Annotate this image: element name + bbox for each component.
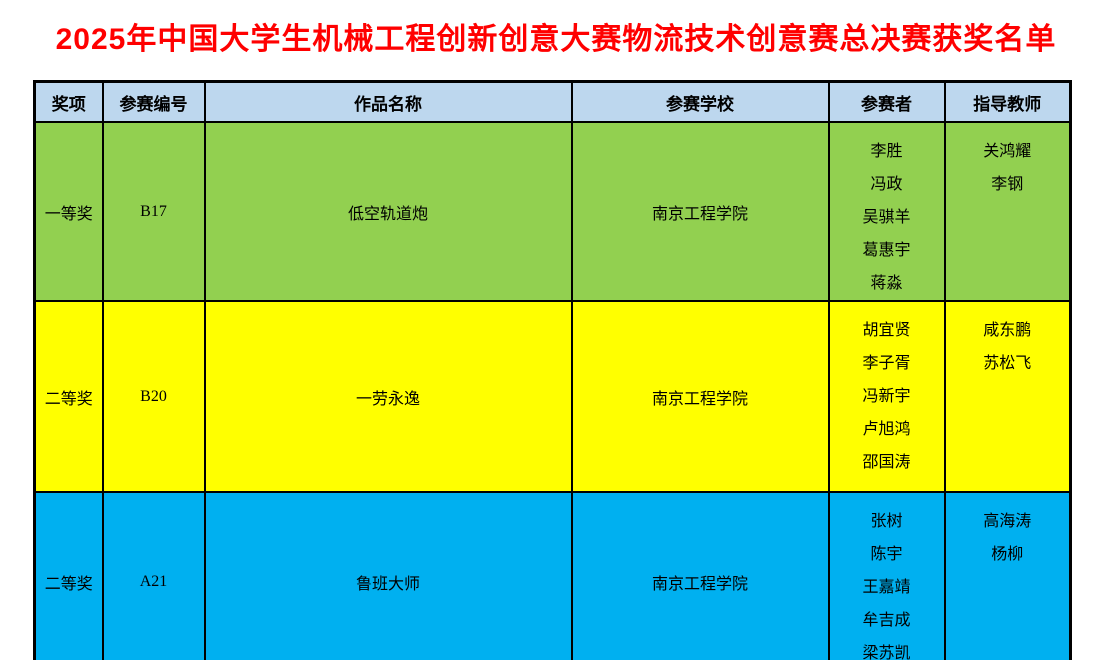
- column-header-4: 参赛学校: [570, 80, 830, 123]
- work-name-cell: 一劳永逸: [203, 300, 573, 493]
- person-name: 吴骐羊: [862, 209, 911, 226]
- table-row: 二等奖 B20 一劳永逸 南京工程学院 胡宜贤 李子胥 冯新宇 卢旭鸿 邵国涛 咸东鹏 苏松飞: [33, 300, 1072, 493]
- person-name: 葛惠宇: [862, 242, 911, 259]
- person-name: 胡宜贤: [862, 322, 911, 339]
- participants-cell: 李胜冯政吴骐羊葛惠宇蒋淼: [827, 121, 946, 302]
- person-name: 冯新宇: [862, 388, 911, 405]
- person-name: 李钢: [991, 176, 1024, 193]
- person-name: 关鸿耀: [983, 143, 1032, 160]
- advisors-cell: 咸东鹏 苏松飞: [943, 300, 1072, 493]
- column-header-3: 作品名称: [203, 80, 573, 123]
- person-name: 卢旭鸿: [862, 421, 911, 438]
- column-header-5: 参赛者: [827, 80, 946, 123]
- entry-no-cell: A21: [101, 491, 206, 660]
- award-cell: 二等奖: [33, 300, 104, 493]
- person-name: 苏松飞: [983, 355, 1032, 372]
- award-table-body: 一等奖 B17 低空轨道炮 南京工程学院 李胜 冯政 吴骐羊 葛惠宇 蒋淼 关鸿耀 李钢 二等奖 B20…: [33, 121, 1072, 660]
- person-name: 牟吉成: [862, 612, 911, 629]
- award-cell: 二等奖: [33, 491, 104, 660]
- award-cell: 一等奖: [33, 121, 104, 302]
- person-name: 张树: [870, 513, 903, 530]
- table-row: 一等奖 B17 低空轨道炮 南京工程学院 李胜 冯政 吴骐羊 葛惠宇 蒋淼 关鸿耀 李钢: [33, 121, 1072, 302]
- column-header-1: 奖项: [33, 80, 104, 123]
- school-cell: 南京工程学院: [570, 300, 830, 493]
- school-cell: 南京工程学院: [570, 121, 830, 302]
- entry-no-cell: B20: [101, 300, 206, 493]
- advisors-cell: 高海涛 杨柳: [943, 491, 1072, 660]
- column-header-2: 参赛编号: [101, 80, 206, 123]
- work-name-cell: 低空轨道炮: [203, 121, 573, 302]
- page-title: 2025年中国大学生机械工程创新创意大赛物流技术创意赛总决赛获奖名单: [55, 23, 1057, 56]
- column-header-6: 指导教师: [943, 80, 1072, 123]
- person-name: 蒋淼: [870, 275, 903, 292]
- work-name-cell: 鲁班大师: [203, 491, 573, 660]
- person-name: 杨柳: [991, 546, 1024, 563]
- person-name: 李胜: [870, 143, 903, 160]
- person-name: 冯政: [870, 176, 903, 193]
- school-cell: 南京工程学院: [570, 491, 830, 660]
- person-name: 梁苏凯: [862, 645, 911, 660]
- person-name: 高海涛: [983, 513, 1032, 530]
- person-name: 邵国涛: [862, 454, 911, 471]
- person-name: 王嘉靖: [862, 579, 911, 596]
- person-name: 李子胥: [862, 355, 911, 372]
- person-name: 咸东鹏: [983, 322, 1032, 339]
- participants-cell: 胡宜贤李子胥冯新宇卢旭鸿邵国涛: [827, 300, 946, 493]
- person-name: 陈宇: [870, 546, 903, 563]
- table-header-row: 奖项 参赛编号 作品名称 参赛学校 参赛者 指导教师: [33, 80, 1072, 123]
- advisors-cell: 关鸿耀 李钢: [943, 121, 1072, 302]
- participants-cell: 张树陈宇王嘉靖牟吉成梁苏凯: [827, 491, 946, 660]
- award-table: 奖项 参赛编号 作品名称 参赛学校 参赛者 指导教师 一等奖 B17 低空轨道炮 南京工程学院李…: [33, 80, 1072, 660]
- entry-no-cell: B17: [101, 121, 206, 302]
- table-row: 二等奖 A21 鲁班大师 南京工程学院 张树 陈宇 王嘉靖 牟吉成 梁苏凯 高海涛 杨柳: [33, 491, 1072, 660]
